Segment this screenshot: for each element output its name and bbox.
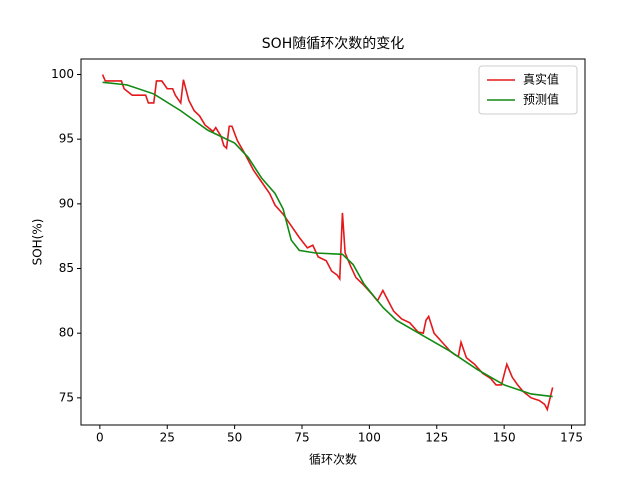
- y-tick-label: 100: [51, 67, 74, 81]
- y-tick-label: 75: [59, 390, 74, 404]
- series-line: [101, 74, 554, 412]
- x-tick-label: 125: [425, 431, 448, 445]
- plot-frame: [80, 58, 586, 426]
- x-tick-label: 100: [358, 431, 381, 445]
- x-tick-label: 150: [493, 431, 516, 445]
- chart-title: SOH随循环次数的变化: [262, 36, 404, 52]
- y-tick-label: 90: [59, 196, 74, 210]
- x-tick-label: 50: [227, 431, 242, 445]
- legend-label: 预测值: [523, 92, 559, 107]
- y-tick-label: 80: [59, 326, 74, 340]
- legend-box: [478, 65, 578, 115]
- y-axis-label: SOH(%): [31, 219, 45, 266]
- series-line: [102, 81, 553, 398]
- x-tick-label: 0: [96, 431, 104, 445]
- y-tick-label: 85: [59, 261, 74, 275]
- y-tick-label: 95: [59, 132, 74, 146]
- x-axis-label: 循环次数: [309, 452, 357, 467]
- x-tick-label: 75: [294, 431, 309, 445]
- x-tick-label: 175: [560, 431, 583, 445]
- x-tick-label: 25: [160, 431, 175, 445]
- legend-label: 真实值: [523, 72, 559, 87]
